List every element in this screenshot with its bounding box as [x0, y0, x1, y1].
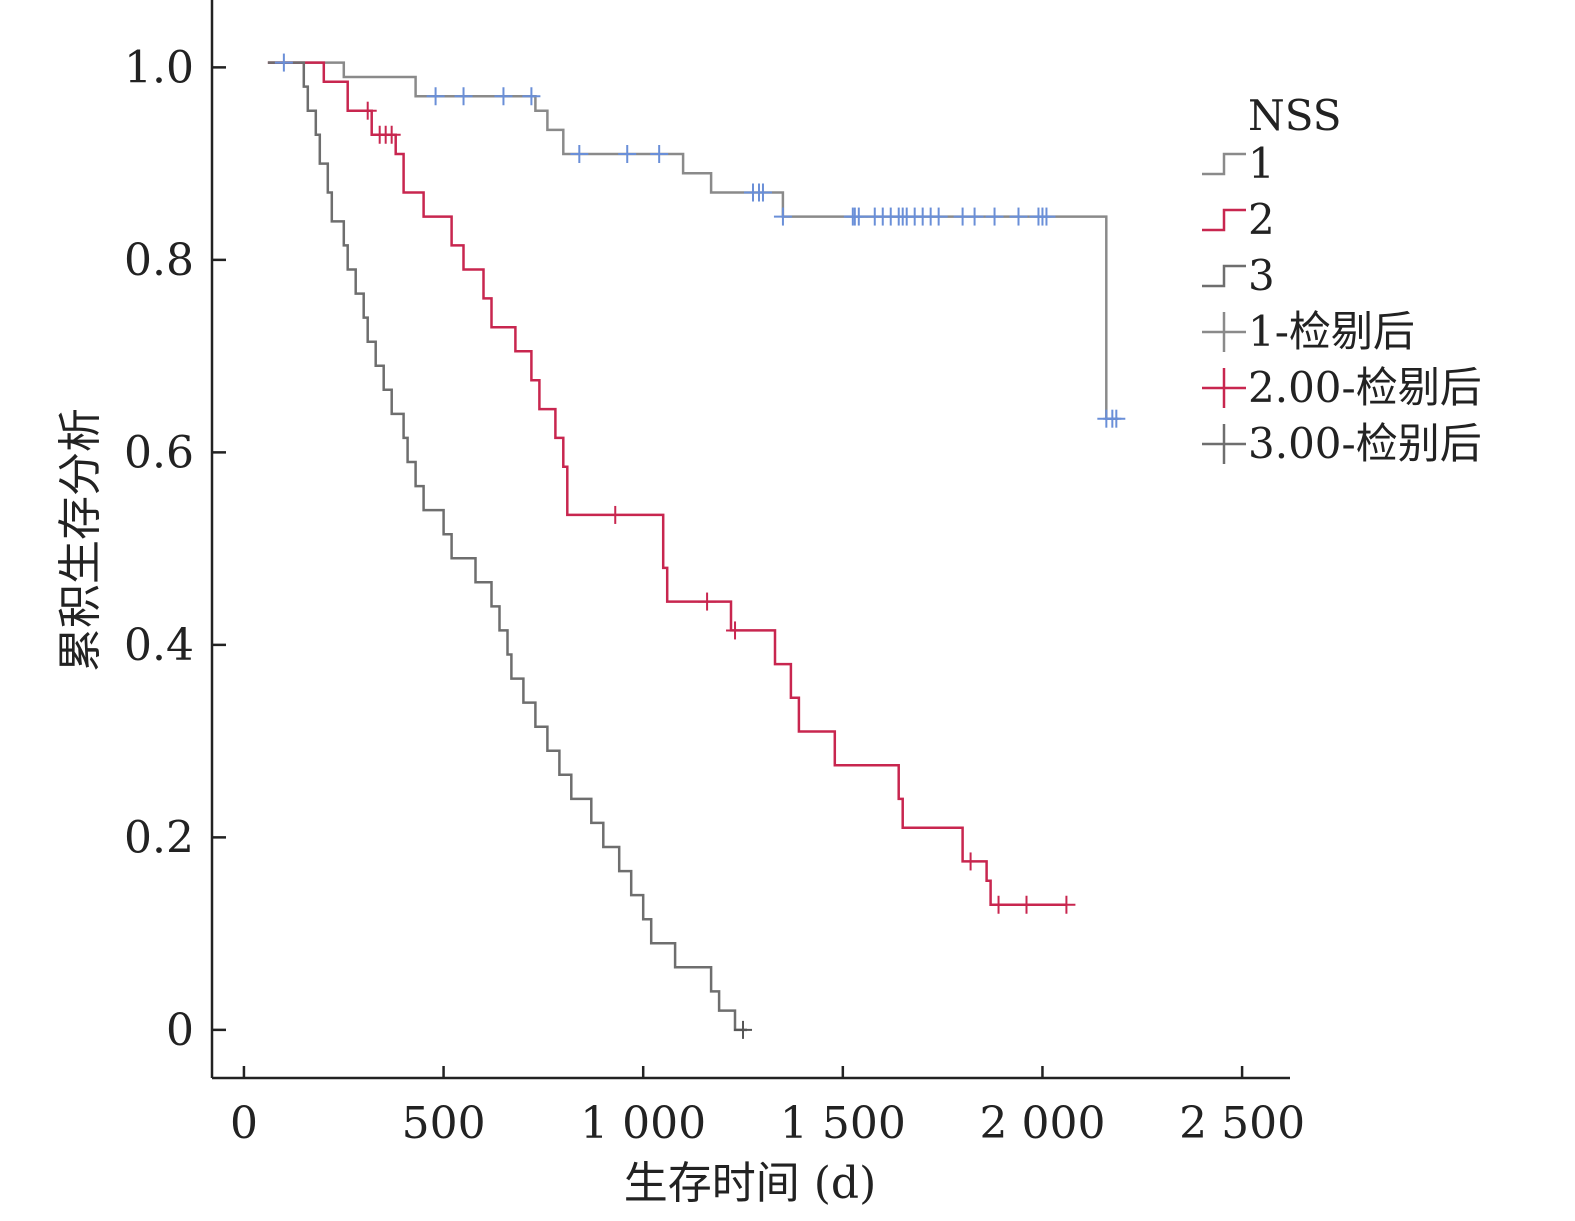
legend-label: 1-检剔后 — [1248, 307, 1415, 356]
legend-title: NSS — [1248, 91, 1342, 140]
censor-mark-1 — [454, 87, 473, 106]
y-tick-label: 0.8 — [124, 235, 194, 286]
censor-mark-1 — [1107, 409, 1126, 428]
x-tick-label: 2 000 — [979, 1098, 1105, 1149]
censor-mark-2 — [1017, 895, 1036, 914]
series-line-3 — [267, 61, 747, 1032]
censor-mark-1 — [773, 207, 792, 226]
legend-label: 3.00-检别后 — [1248, 419, 1482, 468]
y-tick-label: 0 — [166, 1005, 194, 1056]
legend-label: 2.00-检剔后 — [1248, 363, 1482, 412]
censor-mark-1 — [274, 53, 293, 72]
legend: NSS 1 2 3 1-检剔后 2.00-检剔后 3.00-检别后 — [1202, 91, 1482, 468]
censor-mark-2 — [606, 505, 625, 524]
censor-mark-1 — [1037, 207, 1056, 226]
legend-item: 3 — [1202, 251, 1275, 300]
censor-mark-2 — [989, 895, 1008, 914]
y-tick-label: 0.2 — [124, 812, 194, 863]
censor-layer — [274, 53, 1126, 1039]
censor-mark-1 — [753, 183, 772, 202]
legend-step-swatch — [1202, 264, 1246, 288]
x-axis-title: 生存时间 (d) — [624, 1158, 876, 1209]
x-ticks: 0 500 1 000 1 500 2 000 2 500 — [230, 1066, 1305, 1149]
series-layer — [267, 61, 1119, 1032]
censor-mark-2 — [726, 621, 745, 640]
censor-mark-1 — [426, 87, 445, 106]
censor-mark-3 — [734, 1020, 753, 1039]
censor-mark-1 — [522, 87, 541, 106]
x-tick-label: 0 — [230, 1098, 258, 1149]
x-tick-label: 500 — [402, 1098, 486, 1149]
legend-label: 1 — [1248, 139, 1275, 188]
legend-label: 3 — [1248, 251, 1275, 300]
censor-mark-2 — [698, 592, 717, 611]
legend-step-swatch — [1202, 208, 1246, 232]
censor-mark-2 — [1057, 895, 1076, 914]
legend-item: 3.00-检别后 — [1202, 419, 1482, 468]
censor-mark-1 — [570, 145, 589, 163]
y-tick-label: 0.6 — [124, 427, 194, 478]
legend-item: 1-检剔后 — [1202, 307, 1415, 356]
legend-item: 1 — [1202, 139, 1275, 188]
censor-mark-1 — [965, 207, 984, 226]
legend-items: 1 2 3 1-检剔后 2.00-检剔后 3.00-检别后 — [1202, 139, 1482, 468]
x-tick-label: 2 500 — [1179, 1098, 1305, 1149]
y-axis-title: 累积生存分析 — [55, 408, 106, 672]
legend-item: 2 — [1202, 195, 1275, 244]
legend-item: 2.00-检剔后 — [1202, 363, 1482, 412]
y-tick-label: 1.0 — [124, 42, 194, 93]
censor-mark-2 — [961, 852, 980, 871]
y-ticks: 0 0.2 0.4 0.6 0.8 1.0 — [124, 42, 226, 1056]
legend-step-swatch — [1202, 152, 1246, 176]
censor-mark-1 — [494, 87, 513, 106]
censor-mark-1 — [929, 207, 948, 226]
censor-mark-1 — [650, 145, 669, 163]
axes — [210, 0, 1290, 1080]
series-line-2 — [267, 61, 1067, 907]
censor-mark-2 — [358, 101, 377, 120]
legend-label: 2 — [1248, 195, 1275, 244]
censor-mark-2 — [382, 125, 401, 144]
x-tick-label: 1 500 — [780, 1098, 906, 1149]
censor-mark-1 — [618, 145, 637, 163]
censor-mark-1 — [849, 207, 868, 226]
censor-mark-1 — [985, 207, 1004, 226]
y-tick-label: 0.4 — [124, 620, 194, 671]
series-line-1 — [267, 61, 1119, 420]
x-tick-label: 1 000 — [580, 1098, 706, 1149]
censor-mark-1 — [1009, 207, 1028, 226]
